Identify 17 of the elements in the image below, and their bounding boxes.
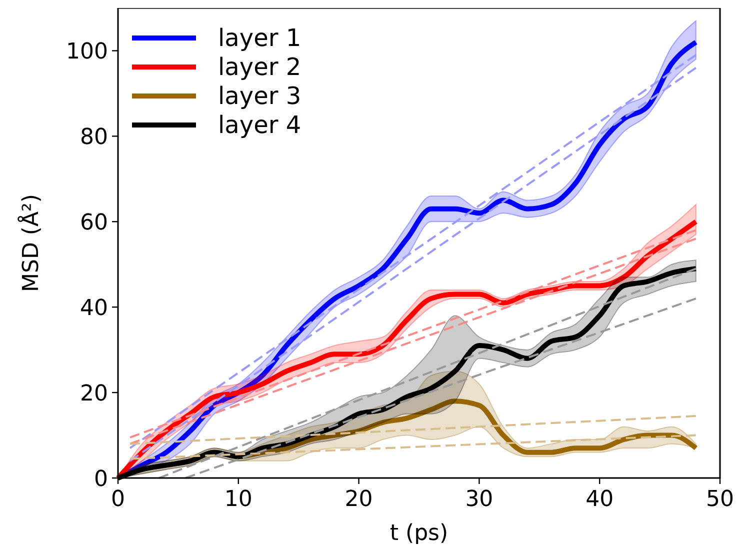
- x-tick-label: 10: [224, 487, 252, 512]
- legend-label: layer 3: [218, 82, 302, 110]
- y-tick-label: 0: [94, 467, 108, 492]
- y-axis-title: MSD (Å²): [17, 194, 44, 292]
- x-tick-label: 30: [465, 487, 494, 512]
- x-tick-label: 20: [344, 487, 373, 512]
- legend-label: layer 4: [218, 111, 302, 139]
- x-tick-label: 50: [706, 487, 734, 512]
- legend-label: layer 2: [218, 53, 302, 81]
- x-tick-label: 40: [586, 487, 614, 512]
- y-tick-label: 100: [66, 40, 108, 65]
- x-tick-label: 0: [111, 487, 125, 512]
- y-tick-label: 60: [80, 210, 108, 236]
- legend-label: layer 1: [218, 24, 302, 52]
- y-tick-label: 80: [80, 125, 108, 150]
- y-tick-label: 20: [80, 382, 108, 407]
- y-tick-label: 40: [80, 296, 108, 322]
